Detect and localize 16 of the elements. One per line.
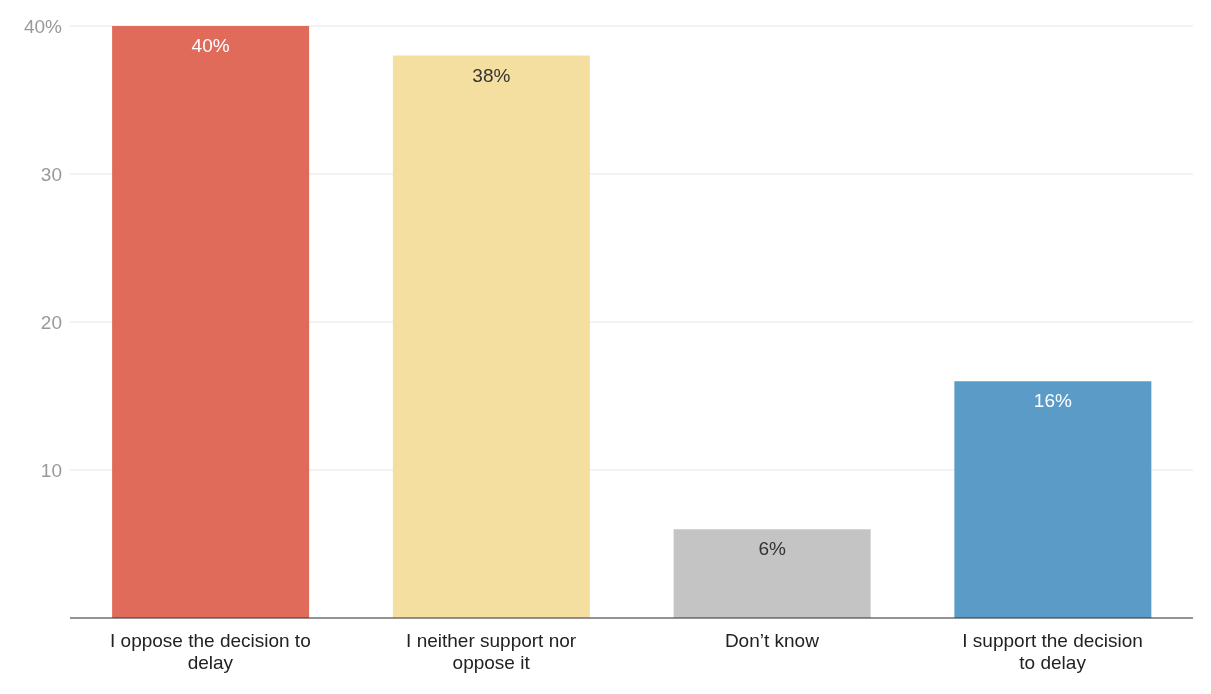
data-label: 16% <box>1033 390 1072 412</box>
data-label: 6% <box>758 538 786 560</box>
y-tick-label: 30 <box>40 163 62 185</box>
data-label: 38% <box>472 64 511 86</box>
bar <box>112 26 310 618</box>
bar <box>673 529 871 618</box>
bar <box>954 381 1152 618</box>
data-label: 40% <box>191 35 230 56</box>
y-tick-label: 20 <box>40 311 62 333</box>
x-tick-label: I oppose the decision to delay <box>110 630 311 673</box>
y-tick-label: 40% <box>23 15 63 37</box>
x-tick-label: I neither support nor oppose it <box>406 630 577 673</box>
x-tick-label: I support the decision to delay <box>962 630 1143 673</box>
bar <box>392 55 590 618</box>
x-tick-label: Don’t know <box>724 630 820 652</box>
y-tick-label: 10 <box>40 459 62 481</box>
